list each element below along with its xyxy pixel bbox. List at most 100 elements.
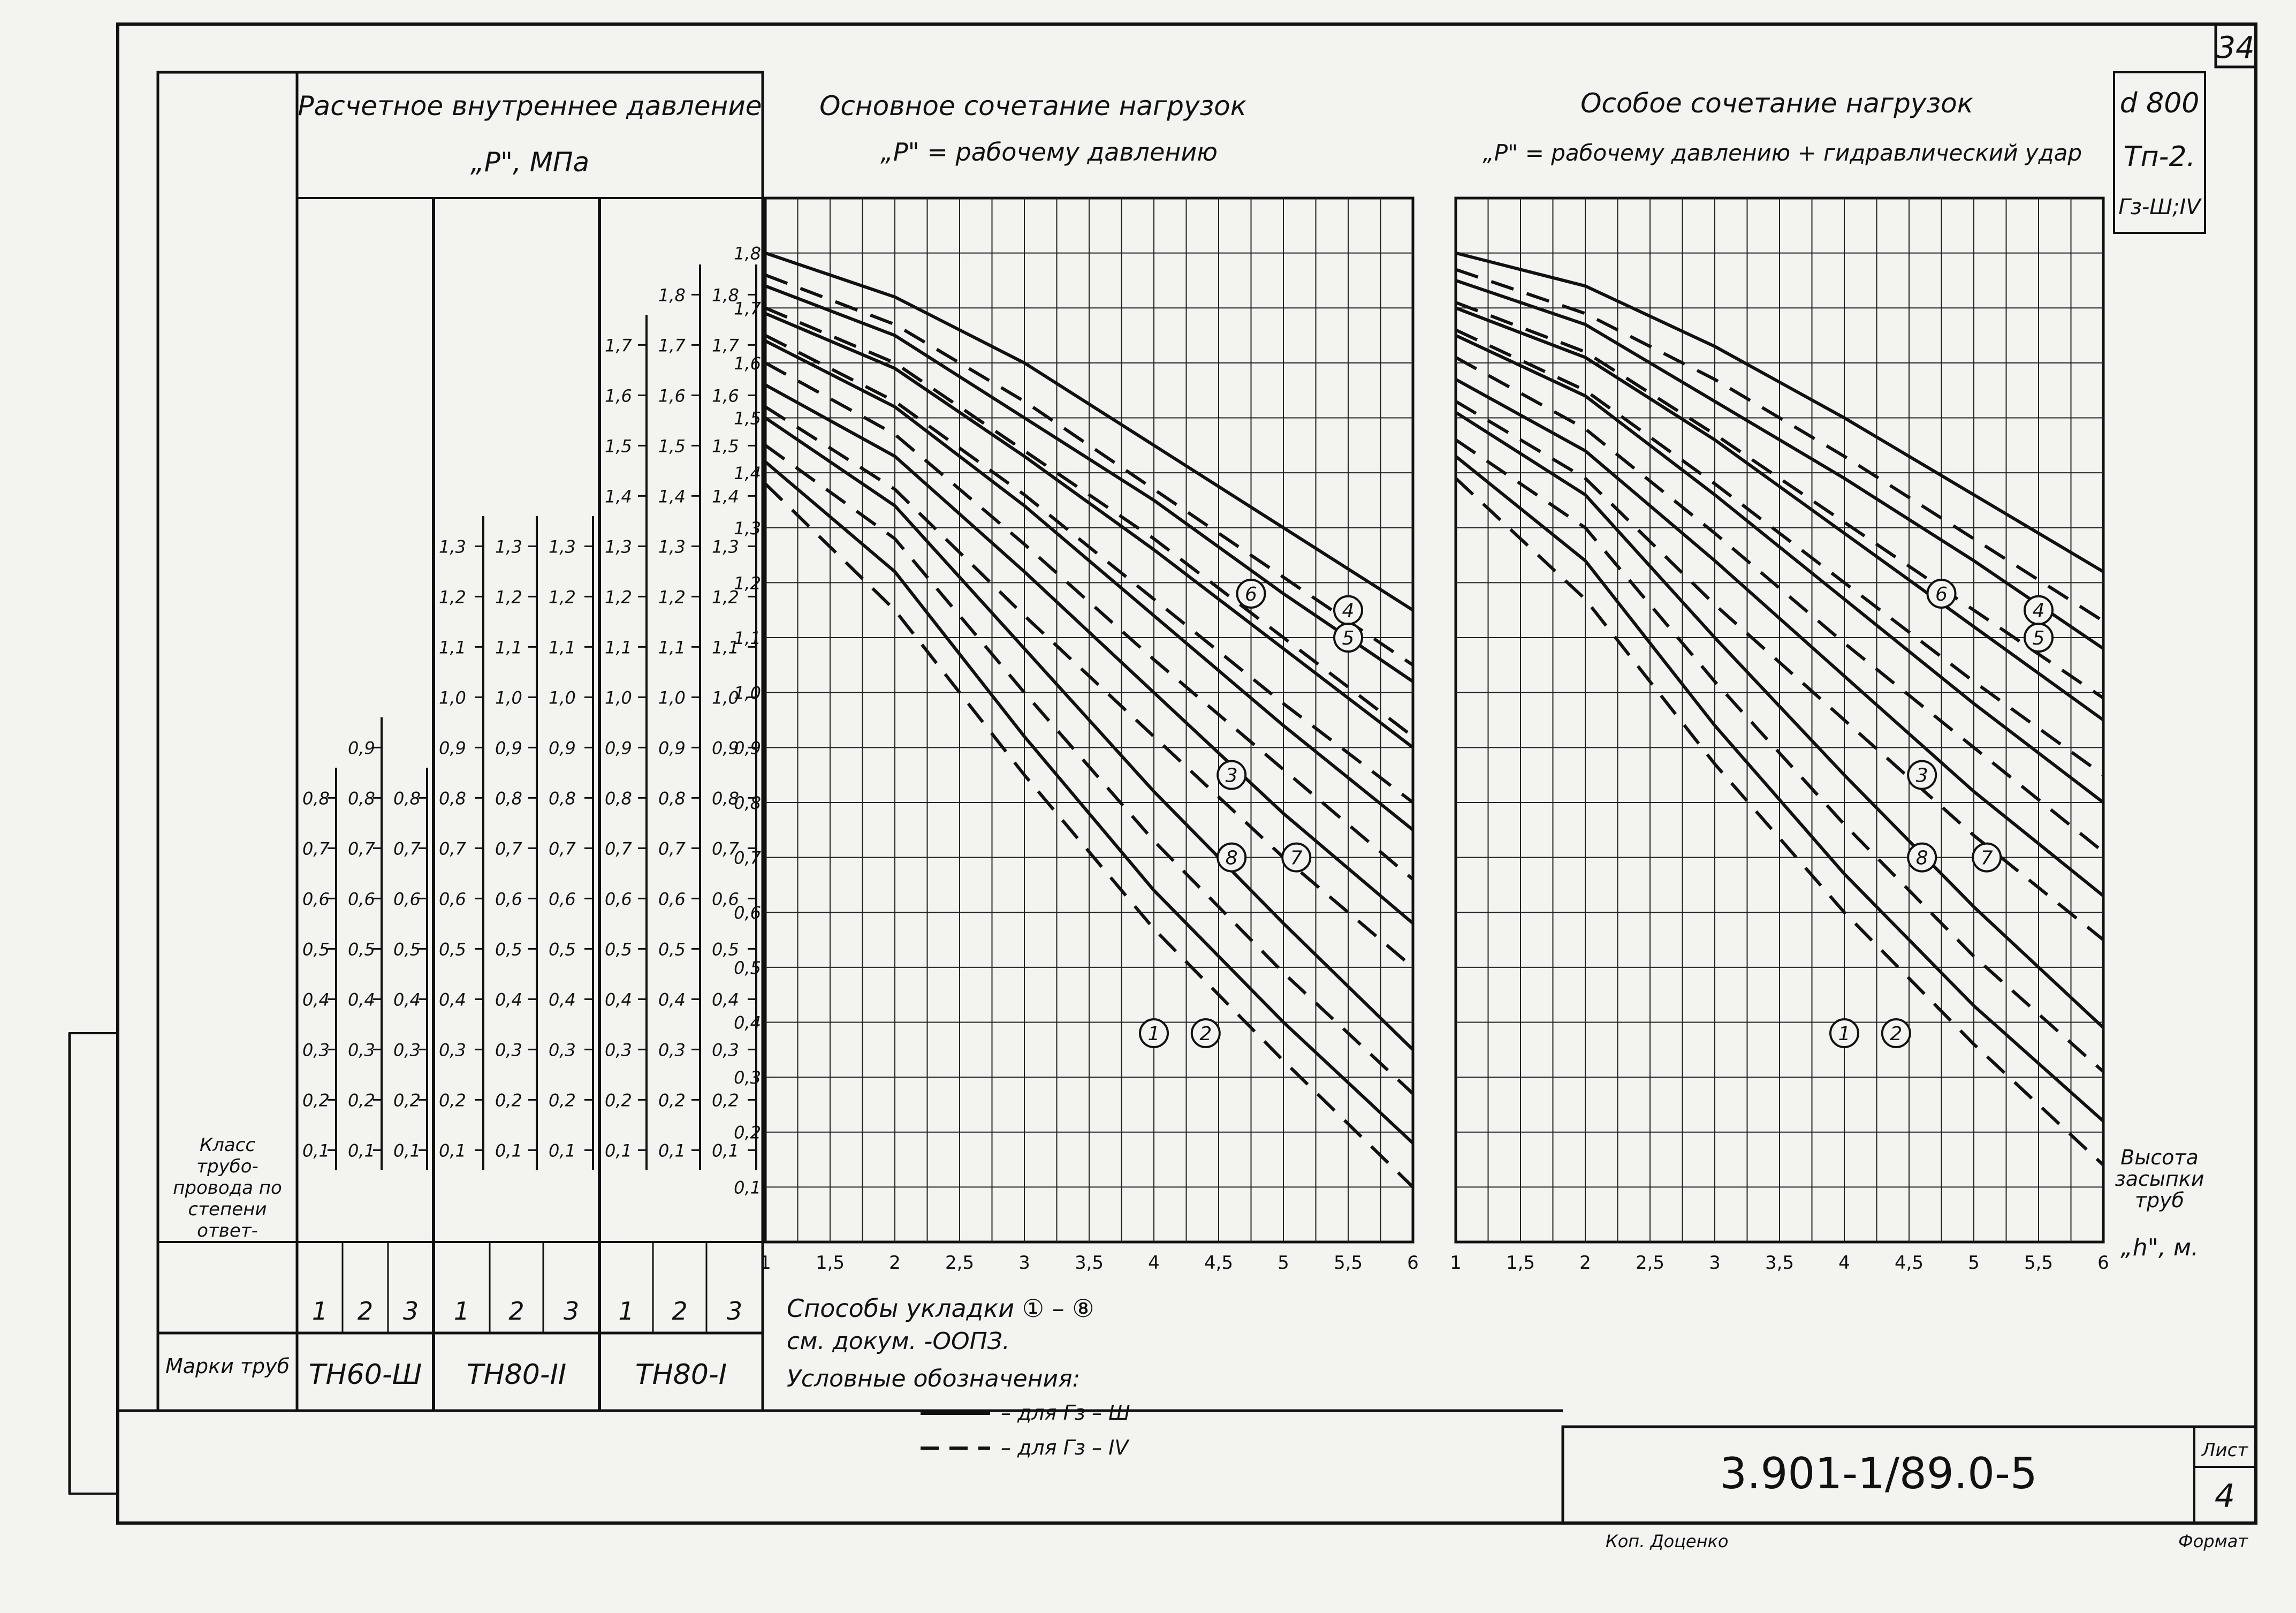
pipe-mark: ТН80-II: [467, 1359, 566, 1391]
scale-label: 0,2: [658, 1090, 686, 1110]
scale-label: 0,9: [439, 738, 466, 758]
scale-label: 1,1: [439, 637, 466, 657]
scale-label: 1,4: [605, 486, 632, 506]
scale-label: 0,7: [302, 838, 330, 859]
scale-label: 1,1: [658, 637, 686, 657]
x-tick-label: 6: [1407, 1252, 1419, 1274]
callout-label: 5: [2033, 627, 2045, 649]
scale-label: 1,1: [549, 637, 576, 657]
scale-label: 0,9: [658, 738, 686, 758]
scale-label: 0,1: [605, 1140, 632, 1161]
y-tick-label: 0,3: [734, 1067, 761, 1088]
scale-label: 0,3: [393, 1040, 421, 1060]
scale-label: 0,6: [302, 889, 330, 909]
scale-label: 0,8: [605, 788, 632, 808]
x-tick-label: 4: [1838, 1252, 1850, 1274]
x-tick-label: 1,5: [816, 1252, 845, 1274]
scale-label: 0,8: [658, 788, 686, 808]
x-tick-label: 5,5: [2024, 1252, 2053, 1274]
title-block: [1561, 1425, 2257, 1525]
scale-label: 1,0: [658, 687, 686, 708]
callout-label: 3: [1226, 765, 1238, 787]
mark-grunt: Гз-Ш;IV: [2118, 195, 2202, 219]
series-line-8: [1455, 268, 2104, 623]
callout-label: 6: [1935, 584, 1948, 605]
callout-circle: [1217, 760, 1247, 790]
scale-label: 0,7: [658, 838, 686, 859]
scale-label: 0,5: [348, 939, 375, 959]
callout-label: 5: [1342, 627, 1355, 649]
y-tick-label: 0,8: [734, 793, 761, 813]
x-label-line: засыпки: [2115, 1167, 2204, 1191]
series-line-4: [764, 339, 1414, 831]
callout-label: 1: [1838, 1023, 1851, 1045]
scale-label: 0,3: [658, 1040, 686, 1060]
class-label-line: провода по: [173, 1177, 282, 1199]
scale-label: 0,8: [302, 788, 330, 808]
series-line-4: [1455, 334, 2104, 804]
outer-frame: [116, 22, 2257, 1525]
callout-label: 6: [1245, 584, 1257, 605]
class-number: 1: [312, 1297, 328, 1326]
scale-label: 0,6: [495, 889, 522, 909]
callout-label: 8: [1226, 847, 1238, 869]
chart1-title: Основное сочетание нагрузок: [819, 90, 1246, 122]
series-line-7: [764, 306, 1414, 738]
class-number: 2: [508, 1297, 524, 1326]
callout-label: 1: [1148, 1023, 1160, 1045]
class-number: 1: [454, 1297, 469, 1326]
callout-circle: [2024, 623, 2054, 653]
scale-label: 1,8: [658, 285, 686, 305]
y-tick-label: 1,0: [734, 683, 761, 703]
y-tick-label: 1,2: [734, 573, 761, 593]
series-line-3: [1455, 400, 2104, 941]
pipe-mark: ТН60-Ш: [309, 1359, 422, 1391]
class-number-cells: 1 2 3 1 2 3 1 2 3: [312, 1242, 742, 1333]
scale-label: 1,1: [605, 637, 632, 657]
scale-label: 1,2: [495, 587, 522, 607]
y-tick-label: 1,8: [734, 244, 761, 264]
sheet-number: 34: [2216, 31, 2254, 65]
scale-label: 0,5: [605, 939, 632, 959]
scale-label: 0,2: [549, 1090, 576, 1110]
series-line-1: [1454, 477, 2105, 1167]
document-code: 3.901-1/89.0-5: [1720, 1449, 2037, 1498]
scale-label: 0,9: [495, 738, 522, 758]
scale-label: 0,8: [439, 788, 466, 808]
series-line-1: [764, 482, 1415, 1188]
pipe-mark-cells: ТН60-Ш ТН80-II ТН80-I: [309, 1359, 727, 1391]
x-tick-label: 6: [2097, 1252, 2109, 1274]
series-line-8: [765, 251, 1414, 612]
series-line-6: [764, 334, 1414, 804]
scale-label: 0,8: [348, 788, 375, 808]
scale-label: 0,5: [393, 939, 421, 959]
format-label: Формат: [2178, 1531, 2248, 1551]
x-tick-label: 1: [1450, 1252, 1462, 1274]
callout-circle: [1881, 1018, 1911, 1048]
callout-label: 2: [1199, 1023, 1212, 1045]
callout-circle: [1236, 578, 1266, 609]
copy-label: Коп. Доценко: [1606, 1531, 1728, 1551]
scale-label: 1,2: [549, 587, 576, 607]
scale-label: 1,2: [712, 587, 739, 607]
class-label-line: трубо-: [196, 1156, 259, 1177]
series-line-7: [1455, 301, 2104, 700]
scale-label: 1,2: [439, 587, 466, 607]
scale-label: 0,4: [605, 989, 632, 1010]
pressure-subtitle: „Р", МПа: [470, 147, 589, 178]
row-label-marks: Марки труб: [165, 1354, 290, 1378]
scale-label: 0,3: [712, 1040, 739, 1060]
callout-circle: [1139, 1018, 1169, 1048]
class-number: 3: [564, 1297, 579, 1326]
scale-label: 0,3: [302, 1040, 330, 1060]
y-tick-label: 1,3: [734, 518, 761, 539]
series-line-1: [1455, 455, 2104, 1123]
callout-circle: [1907, 760, 1937, 790]
callout-label: 4: [1342, 600, 1355, 622]
scale-label: 1,0: [439, 687, 466, 708]
scale-label: 0,6: [605, 889, 632, 909]
series-line-6: [1455, 328, 2104, 777]
scale-label: 0,2: [605, 1090, 632, 1110]
callout-circle: [1907, 842, 1937, 873]
